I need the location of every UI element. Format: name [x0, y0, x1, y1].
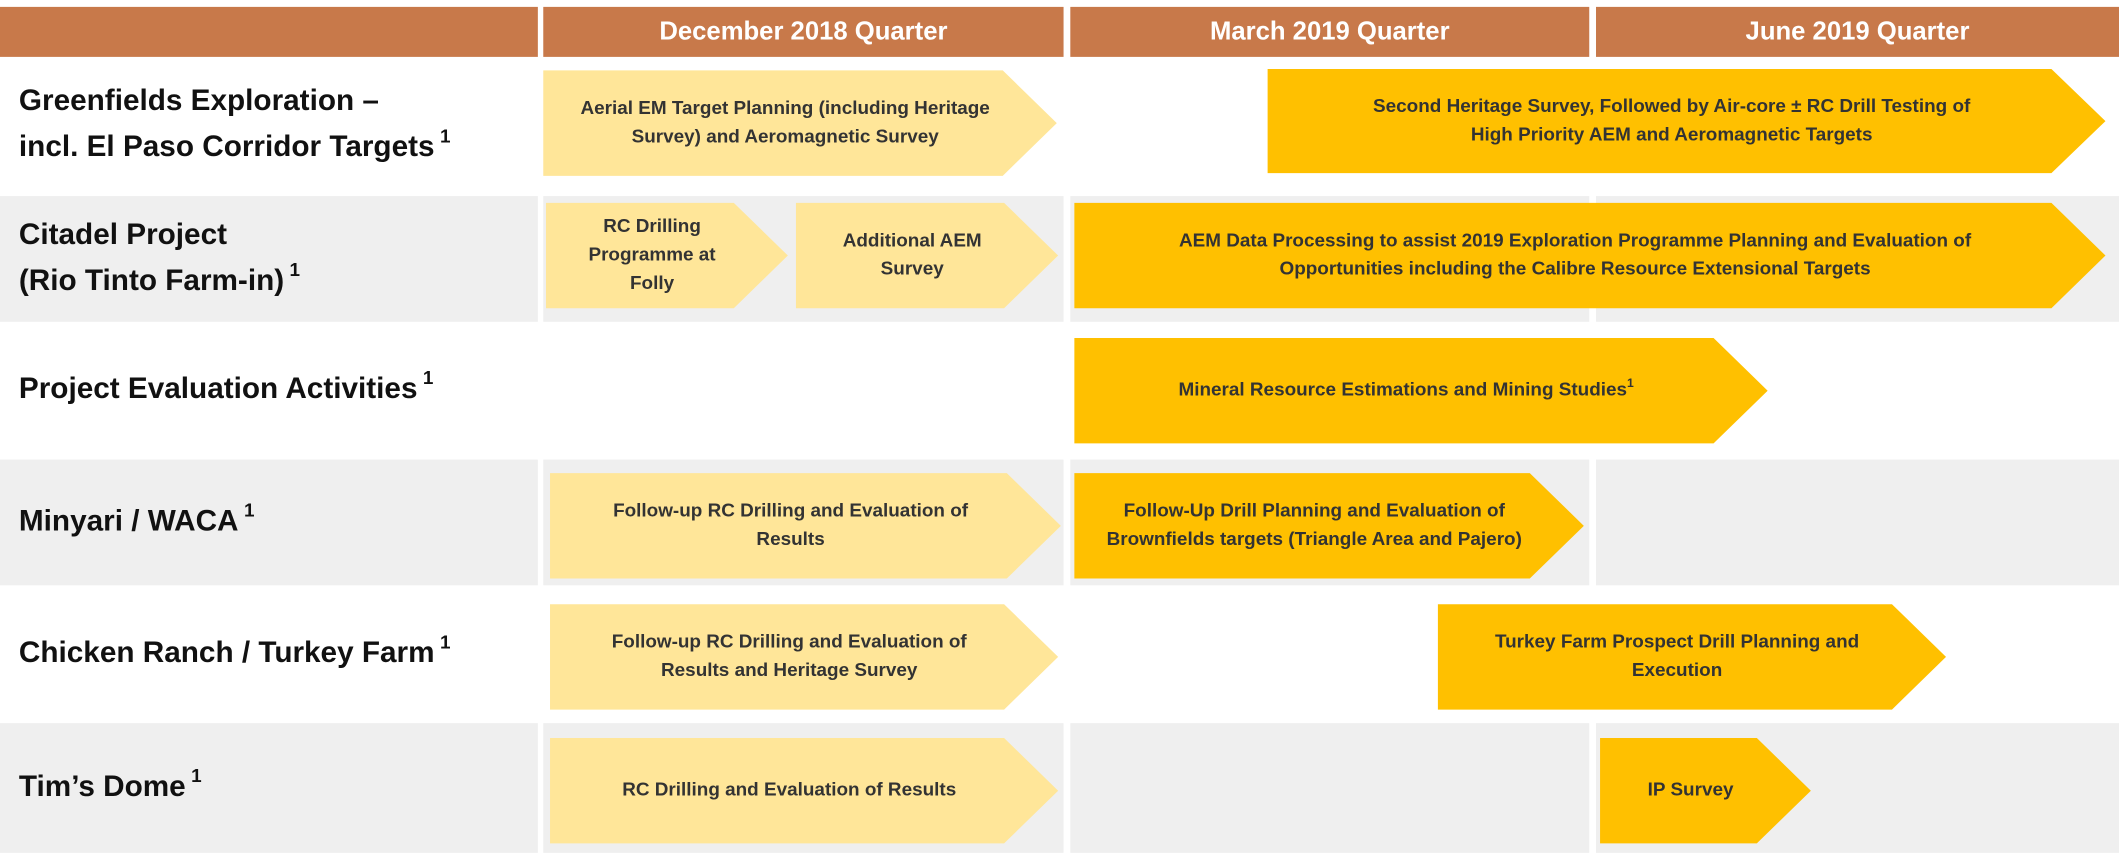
row-label: incl. El Paso Corridor Targets 1	[19, 126, 451, 163]
row-label-line: Greenfields Exploration –	[19, 84, 379, 117]
activity-arrow	[1600, 737, 1811, 844]
header-cell	[0, 6, 538, 57]
activity-arrow	[1267, 69, 2106, 174]
activity-line: Execution	[1632, 660, 1722, 681]
activity-text: Survey	[881, 259, 945, 280]
activity-line: Survey	[881, 259, 945, 280]
row-label-line: Tim’s Dome	[19, 770, 186, 803]
footnote-mark: 1	[191, 766, 202, 787]
activity-line: Follow-Up Drill Planning and Evaluation …	[1124, 501, 1506, 522]
activity-text: RC Drilling	[603, 216, 701, 237]
activity-line: RC Drilling and Evaluation of Results	[622, 780, 956, 801]
activity-text: Folly	[630, 273, 675, 294]
row-label: Project Evaluation Activities 1	[19, 368, 433, 405]
activity-text: Follow-up RC Drilling and Evaluation of	[612, 632, 968, 653]
activity-arrow	[550, 604, 1059, 710]
activity-line: RC Drilling	[603, 216, 701, 237]
activity-arrow	[1074, 337, 1768, 444]
header-label: March 2019 Quarter	[1210, 17, 1450, 45]
activity-text: IP Survey	[1648, 780, 1734, 801]
row-label: Citadel Project	[19, 218, 227, 251]
row-band	[1596, 459, 2119, 586]
row-band	[0, 196, 538, 322]
activity-line: Second Heritage Survey, Followed by Air-…	[1373, 96, 1971, 117]
activity-text: Aerial EM Target Planning (including Her…	[580, 98, 989, 119]
activity-line: Mineral Resource Estimations and Mining …	[1178, 380, 1627, 401]
row-band	[0, 723, 538, 853]
row-band	[0, 459, 538, 586]
activity-arrow	[1074, 202, 2106, 309]
activity-line: Follow-up RC Drilling and Evaluation of	[612, 632, 968, 653]
activity-line: Turkey Farm Prospect Drill Planning and	[1495, 632, 1859, 653]
header-cell	[1070, 6, 1590, 57]
header-cell	[543, 6, 1064, 57]
activity-text: Mineral Resource Estimations and Mining …	[1178, 376, 1634, 401]
activity-text: Follow-up RC Drilling and Evaluation of	[613, 501, 969, 522]
row-band	[1070, 723, 1590, 853]
footnote-mark: 1	[1627, 376, 1634, 390]
activity-text: Results	[756, 529, 824, 550]
activity-text: Second Heritage Survey, Followed by Air-…	[1373, 96, 1971, 117]
activity-line: Results	[756, 529, 824, 550]
activity-text: Execution	[1632, 660, 1722, 681]
activity-arrow	[543, 70, 1057, 176]
activity-line: IP Survey	[1648, 780, 1734, 801]
activity-line: AEM Data Processing to assist 2019 Explo…	[1179, 230, 1972, 251]
footnote-mark: 1	[244, 501, 255, 522]
activity-line: Results and Heritage Survey	[661, 660, 918, 681]
row-label-line: Project Evaluation Activities	[19, 372, 418, 405]
activity-arrow	[550, 473, 1061, 579]
activity-text: RC Drilling and Evaluation of Results	[622, 780, 956, 801]
activity-arrow	[795, 202, 1059, 309]
activity-text: Survey) and Aeromagnetic Survey	[632, 126, 940, 147]
row-label: Greenfields Exploration –	[19, 84, 379, 117]
activity-line: Follow-up RC Drilling and Evaluation of	[613, 501, 969, 522]
footnote-mark: 1	[440, 632, 451, 653]
row-label: Tim’s Dome 1	[19, 766, 202, 803]
activity-line: Additional AEM	[843, 230, 982, 251]
activity-text: Additional AEM	[843, 230, 982, 251]
row-label-line: Minyari / WACA	[19, 504, 239, 537]
header-label: June 2019 Quarter	[1746, 17, 1970, 45]
footnote-mark: 1	[290, 260, 301, 281]
activity-line: Aerial EM Target Planning (including Her…	[580, 98, 989, 119]
activity-arrow	[1074, 473, 1584, 579]
row-label: Chicken Ranch / Turkey Farm 1	[19, 632, 451, 669]
header-label: December 2018 Quarter	[659, 17, 947, 45]
footnote-mark: 1	[440, 126, 451, 147]
footnote-mark: 1	[423, 368, 434, 389]
row-label-line: incl. El Paso Corridor Targets	[19, 130, 435, 163]
activity-text: Opportunities including the Calibre Reso…	[1280, 259, 1871, 280]
activity-line: Brownfields targets (Triangle Area and P…	[1107, 529, 1522, 550]
header-cell	[1596, 6, 2119, 57]
activity-line: Programme at	[588, 245, 716, 266]
activity-text: High Priority AEM and Aeromagnetic Targe…	[1471, 124, 1873, 145]
row-label-line: (Rio Tinto Farm-in)	[19, 264, 284, 297]
activity-text: Results and Heritage Survey	[661, 660, 918, 681]
activity-arrow	[1437, 604, 1947, 710]
activity-line: Survey) and Aeromagnetic Survey	[632, 126, 940, 147]
activity-line: Folly	[630, 273, 675, 294]
activity-text: Programme at	[588, 245, 716, 266]
activity-arrow	[550, 737, 1059, 844]
activity-arrow	[545, 202, 788, 309]
activity-text: AEM Data Processing to assist 2019 Explo…	[1179, 230, 1972, 251]
row-label: Minyari / WACA 1	[19, 501, 255, 538]
row-label: (Rio Tinto Farm-in) 1	[19, 260, 300, 297]
activity-text: Follow-Up Drill Planning and Evaluation …	[1124, 501, 1506, 522]
activity-text: Turkey Farm Prospect Drill Planning and	[1495, 632, 1859, 653]
row-label-line: Citadel Project	[19, 218, 227, 251]
activity-text: Brownfields targets (Triangle Area and P…	[1107, 529, 1522, 550]
activity-line: High Priority AEM and Aeromagnetic Targe…	[1471, 124, 1873, 145]
row-label-line: Chicken Ranch / Turkey Farm	[19, 636, 435, 669]
activity-line: Opportunities including the Calibre Reso…	[1280, 259, 1871, 280]
